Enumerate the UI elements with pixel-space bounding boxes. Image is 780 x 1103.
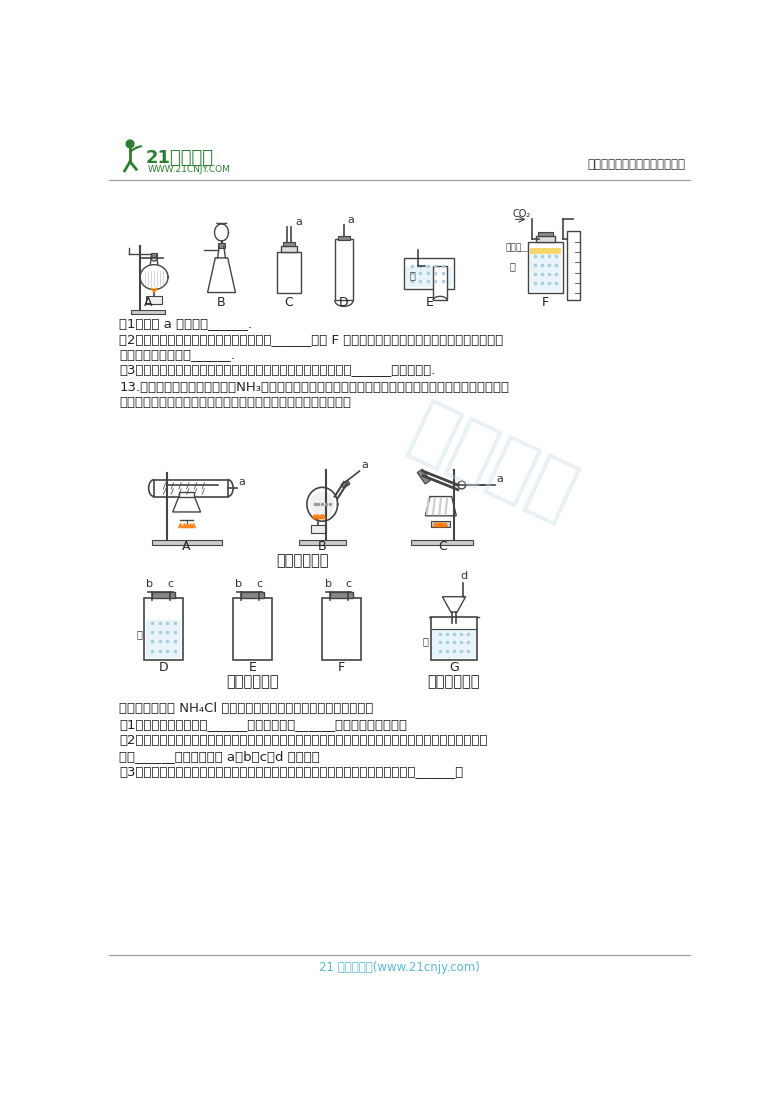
Text: （3）实验室用高锰酸钾制取并收集较纯净的氧气所选用的装置是______（填序号）.: （3）实验室用高锰酸钾制取并收集较纯净的氧气所选用的装置是______（填序号）… bbox=[119, 363, 435, 376]
Bar bbox=[417, 469, 431, 484]
Text: （2）结合选择的装置完成氨气的制取、收集并吸收氨气制取氨水，按气流顺序各装置的接口从左到右依: （2）结合选择的装置完成氨气的制取、收集并吸收氨气制取氨水，按气流顺序各装置的接… bbox=[119, 735, 488, 748]
Bar bbox=[567, 231, 580, 300]
Text: 21 世纪教育网(www.21cnjy.com): 21 世纪教育网(www.21cnjy.com) bbox=[319, 962, 480, 974]
Text: D: D bbox=[339, 296, 349, 309]
Bar bbox=[536, 236, 555, 243]
Bar bbox=[179, 492, 194, 496]
Text: （2）实验室制取二氧化碳的化学方程式是______，用 F 来测量生成二氧化碳的体积，其中在水面上放: （2）实验室制取二氧化碳的化学方程式是______，用 F 来测量生成二氧化碳的… bbox=[119, 333, 503, 345]
Bar bbox=[146, 620, 181, 658]
Bar bbox=[431, 618, 477, 660]
Text: a: a bbox=[361, 460, 368, 470]
Bar bbox=[281, 246, 296, 253]
Text: 13.已知：相同条件下，氨气（NH₃）的密度比空气小，极易溶于水，其水溶液称为氨水，氨气有刺激性气: 13.已知：相同条件下，氨气（NH₃）的密度比空气小，极易溶于水，其水溶液称为氨… bbox=[119, 381, 509, 394]
Bar bbox=[341, 480, 350, 489]
Text: A: A bbox=[183, 540, 191, 554]
Bar bbox=[282, 243, 295, 246]
Polygon shape bbox=[172, 496, 200, 512]
Bar bbox=[218, 244, 225, 248]
Bar bbox=[406, 266, 452, 287]
Bar bbox=[537, 233, 553, 236]
Text: G: G bbox=[449, 662, 459, 674]
Circle shape bbox=[126, 140, 134, 148]
Text: d: d bbox=[460, 571, 467, 581]
Text: a: a bbox=[497, 474, 504, 484]
Bar bbox=[411, 539, 473, 545]
Bar bbox=[530, 248, 561, 254]
Text: 水: 水 bbox=[136, 629, 142, 639]
Text: 氨气发生装置: 氨气发生装置 bbox=[277, 553, 329, 568]
Text: C: C bbox=[285, 296, 293, 309]
Bar bbox=[152, 539, 222, 545]
Text: a: a bbox=[347, 215, 354, 225]
Bar bbox=[277, 253, 301, 292]
Polygon shape bbox=[442, 597, 466, 612]
Text: 氨气制取：固体 NH₄Cl 与足量消石灰固体混合加热可以制取氨气。: 氨气制取：固体 NH₄Cl 与足量消石灰固体混合加热可以制取氨气。 bbox=[119, 703, 374, 715]
Text: a: a bbox=[239, 476, 246, 488]
Text: D: D bbox=[158, 662, 168, 674]
Bar bbox=[404, 258, 454, 289]
Text: E: E bbox=[249, 662, 257, 674]
Text: A: A bbox=[144, 296, 152, 309]
Text: b: b bbox=[236, 579, 243, 589]
Bar bbox=[338, 236, 350, 240]
Bar bbox=[431, 522, 450, 527]
Text: F: F bbox=[542, 296, 549, 309]
Text: c: c bbox=[257, 579, 263, 589]
Text: E: E bbox=[425, 296, 433, 309]
Bar bbox=[151, 254, 158, 257]
Text: b: b bbox=[324, 579, 331, 589]
Bar bbox=[241, 592, 264, 598]
Polygon shape bbox=[425, 496, 456, 516]
Text: 次为______（用小写字母 a、b、c、d 表示）。: 次为______（用小写字母 a、b、c、d 表示）。 bbox=[119, 750, 320, 763]
Text: （3）充分反应后冷却，将残余固体转移到烧杯中，加水溶解，还需要的玻璃仪器是______。: （3）充分反应后冷却，将残余固体转移到烧杯中，加水溶解，还需要的玻璃仪器是___… bbox=[119, 765, 463, 779]
Bar bbox=[432, 629, 476, 658]
Text: 水: 水 bbox=[510, 261, 516, 271]
Text: 滤选资料: 滤选资料 bbox=[399, 396, 586, 532]
Text: 21世纪教育: 21世纪教育 bbox=[146, 149, 214, 168]
Text: a: a bbox=[295, 217, 302, 227]
Text: 水: 水 bbox=[423, 636, 429, 646]
Text: WWW.21CNJY.COM: WWW.21CNJY.COM bbox=[148, 164, 231, 173]
Text: （1）选择的发生装置是______，收集装置是______（选填大写字母）。: （1）选择的发生装置是______，收集装置是______（选填大写字母）。 bbox=[119, 718, 407, 730]
Bar bbox=[233, 598, 272, 660]
Bar bbox=[152, 592, 175, 598]
Text: 味，不能排放到空气中。某同学对其制备与性质进行了如下探究：: 味，不能排放到空气中。某同学对其制备与性质进行了如下探究： bbox=[119, 396, 351, 409]
Text: B: B bbox=[217, 296, 226, 309]
Bar bbox=[147, 297, 161, 304]
Text: 氨气收集装置: 氨气收集装置 bbox=[226, 674, 278, 689]
Text: CO₂: CO₂ bbox=[513, 210, 531, 219]
Circle shape bbox=[310, 492, 335, 516]
Text: （1）仪器 a 的名称是______.: （1）仪器 a 的名称是______. bbox=[119, 318, 252, 330]
Bar bbox=[299, 539, 346, 545]
Text: 一层植物油的目的是______.: 一层植物油的目的是______. bbox=[119, 347, 235, 361]
Bar bbox=[131, 310, 165, 314]
Text: 氨气吸收装置: 氨气吸收装置 bbox=[427, 674, 480, 689]
Bar bbox=[530, 254, 561, 291]
Text: c: c bbox=[346, 579, 352, 589]
Text: 植物油: 植物油 bbox=[505, 243, 521, 253]
Text: C: C bbox=[438, 540, 447, 554]
Polygon shape bbox=[207, 258, 236, 292]
Text: F: F bbox=[338, 662, 346, 674]
Text: 水: 水 bbox=[409, 270, 415, 280]
Bar bbox=[322, 598, 361, 660]
Bar bbox=[335, 238, 353, 300]
Text: B: B bbox=[318, 540, 327, 554]
Bar bbox=[433, 266, 447, 300]
Bar bbox=[310, 525, 326, 533]
Text: b: b bbox=[147, 579, 154, 589]
Bar bbox=[144, 598, 183, 660]
Text: c: c bbox=[167, 579, 173, 589]
Bar bbox=[528, 243, 562, 292]
Bar bbox=[330, 592, 353, 598]
Text: 中小学教育资源及组卷应用平台: 中小学教育资源及组卷应用平台 bbox=[587, 158, 685, 171]
Bar bbox=[154, 480, 228, 496]
